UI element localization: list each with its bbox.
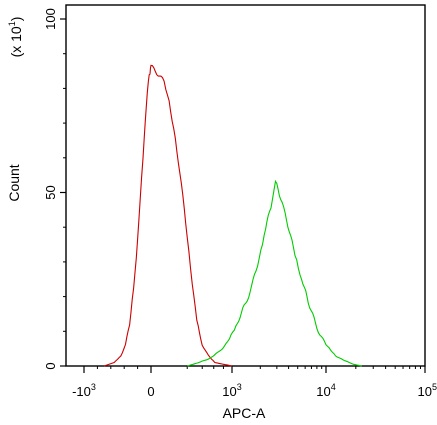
x-axis: -103 0 103 104 105: [72, 366, 437, 399]
x-tick-label: -103: [72, 382, 96, 399]
x-tick-label: 103: [222, 382, 241, 399]
x-tick-label: 104: [316, 382, 335, 399]
series-line: [103, 64, 233, 367]
x-axis-title: APC-A: [223, 405, 266, 421]
y-axis-title: Count: [6, 164, 22, 201]
y-tick-label: 50: [43, 185, 58, 199]
series-line: [187, 179, 362, 367]
x-tick-label: 0: [147, 384, 154, 399]
plot-frame: [65, 4, 426, 367]
series-layer: [103, 64, 362, 367]
y-axis: 0 50 100: [43, 8, 66, 370]
y-tick-label: 100: [43, 8, 58, 30]
y-tick-label: 0: [43, 362, 58, 369]
x-tick-label: 105: [418, 382, 437, 399]
y-multiplier-label: (x 101): [7, 17, 24, 58]
